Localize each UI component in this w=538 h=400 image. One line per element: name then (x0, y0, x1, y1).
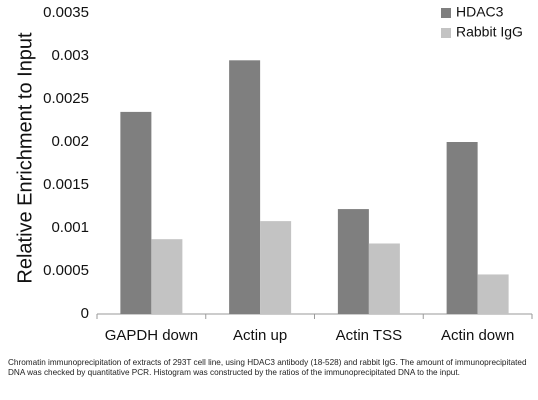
y-tick-label: 0.003 (51, 47, 89, 64)
y-tick-label: 0.001 (51, 219, 89, 236)
x-category-label: Actin TSS (336, 327, 402, 344)
x-category-labels: GAPDH down Actin up Actin TSS Actin down (105, 327, 515, 344)
legend-swatch (441, 28, 451, 38)
y-axis-title: Relative Enrichment to Input (14, 32, 36, 284)
legend-label: Rabbit IgG (456, 24, 523, 40)
x-category-label: Actin down (441, 327, 514, 344)
legend: HDAC3 Rabbit IgG (441, 4, 523, 40)
bar-hdac3 (120, 111, 152, 315)
x-tick-marks (96, 314, 533, 319)
bar-hdac3 (229, 60, 261, 314)
y-tick-label: 0.002 (51, 133, 89, 150)
bar-rabbit-igg (368, 243, 400, 314)
bar-rabbit-igg (151, 239, 183, 314)
x-category-label: Actin up (233, 327, 287, 344)
y-axis-title-group: Relative Enrichment to Input (14, 32, 36, 284)
y-tick-label: 0 (81, 305, 89, 322)
figure-caption: Chromatin immunoprecipitation of extract… (8, 358, 527, 377)
bar-hdac3 (337, 209, 369, 314)
bar-hdac3 (446, 142, 478, 314)
bar-rabbit-igg (477, 274, 509, 314)
y-tick-label: 0.0025 (43, 90, 89, 107)
y-tick-labels: 0 0.0005 0.001 0.0015 0.002 0.0025 0.003 0.0035 (43, 4, 89, 322)
y-tick-label: 0.0015 (43, 176, 89, 193)
legend-label: HDAC3 (456, 4, 504, 20)
bar-rabbit-igg (260, 221, 292, 314)
bar-chart: Relative Enrichment to Input 0 0.0005 0.00… (14, 4, 533, 344)
legend-swatch (441, 8, 451, 18)
y-tick-label: 0.0035 (43, 4, 89, 21)
bars (120, 60, 509, 315)
x-category-label: GAPDH down (105, 327, 198, 344)
y-tick-label: 0.0005 (43, 262, 89, 279)
